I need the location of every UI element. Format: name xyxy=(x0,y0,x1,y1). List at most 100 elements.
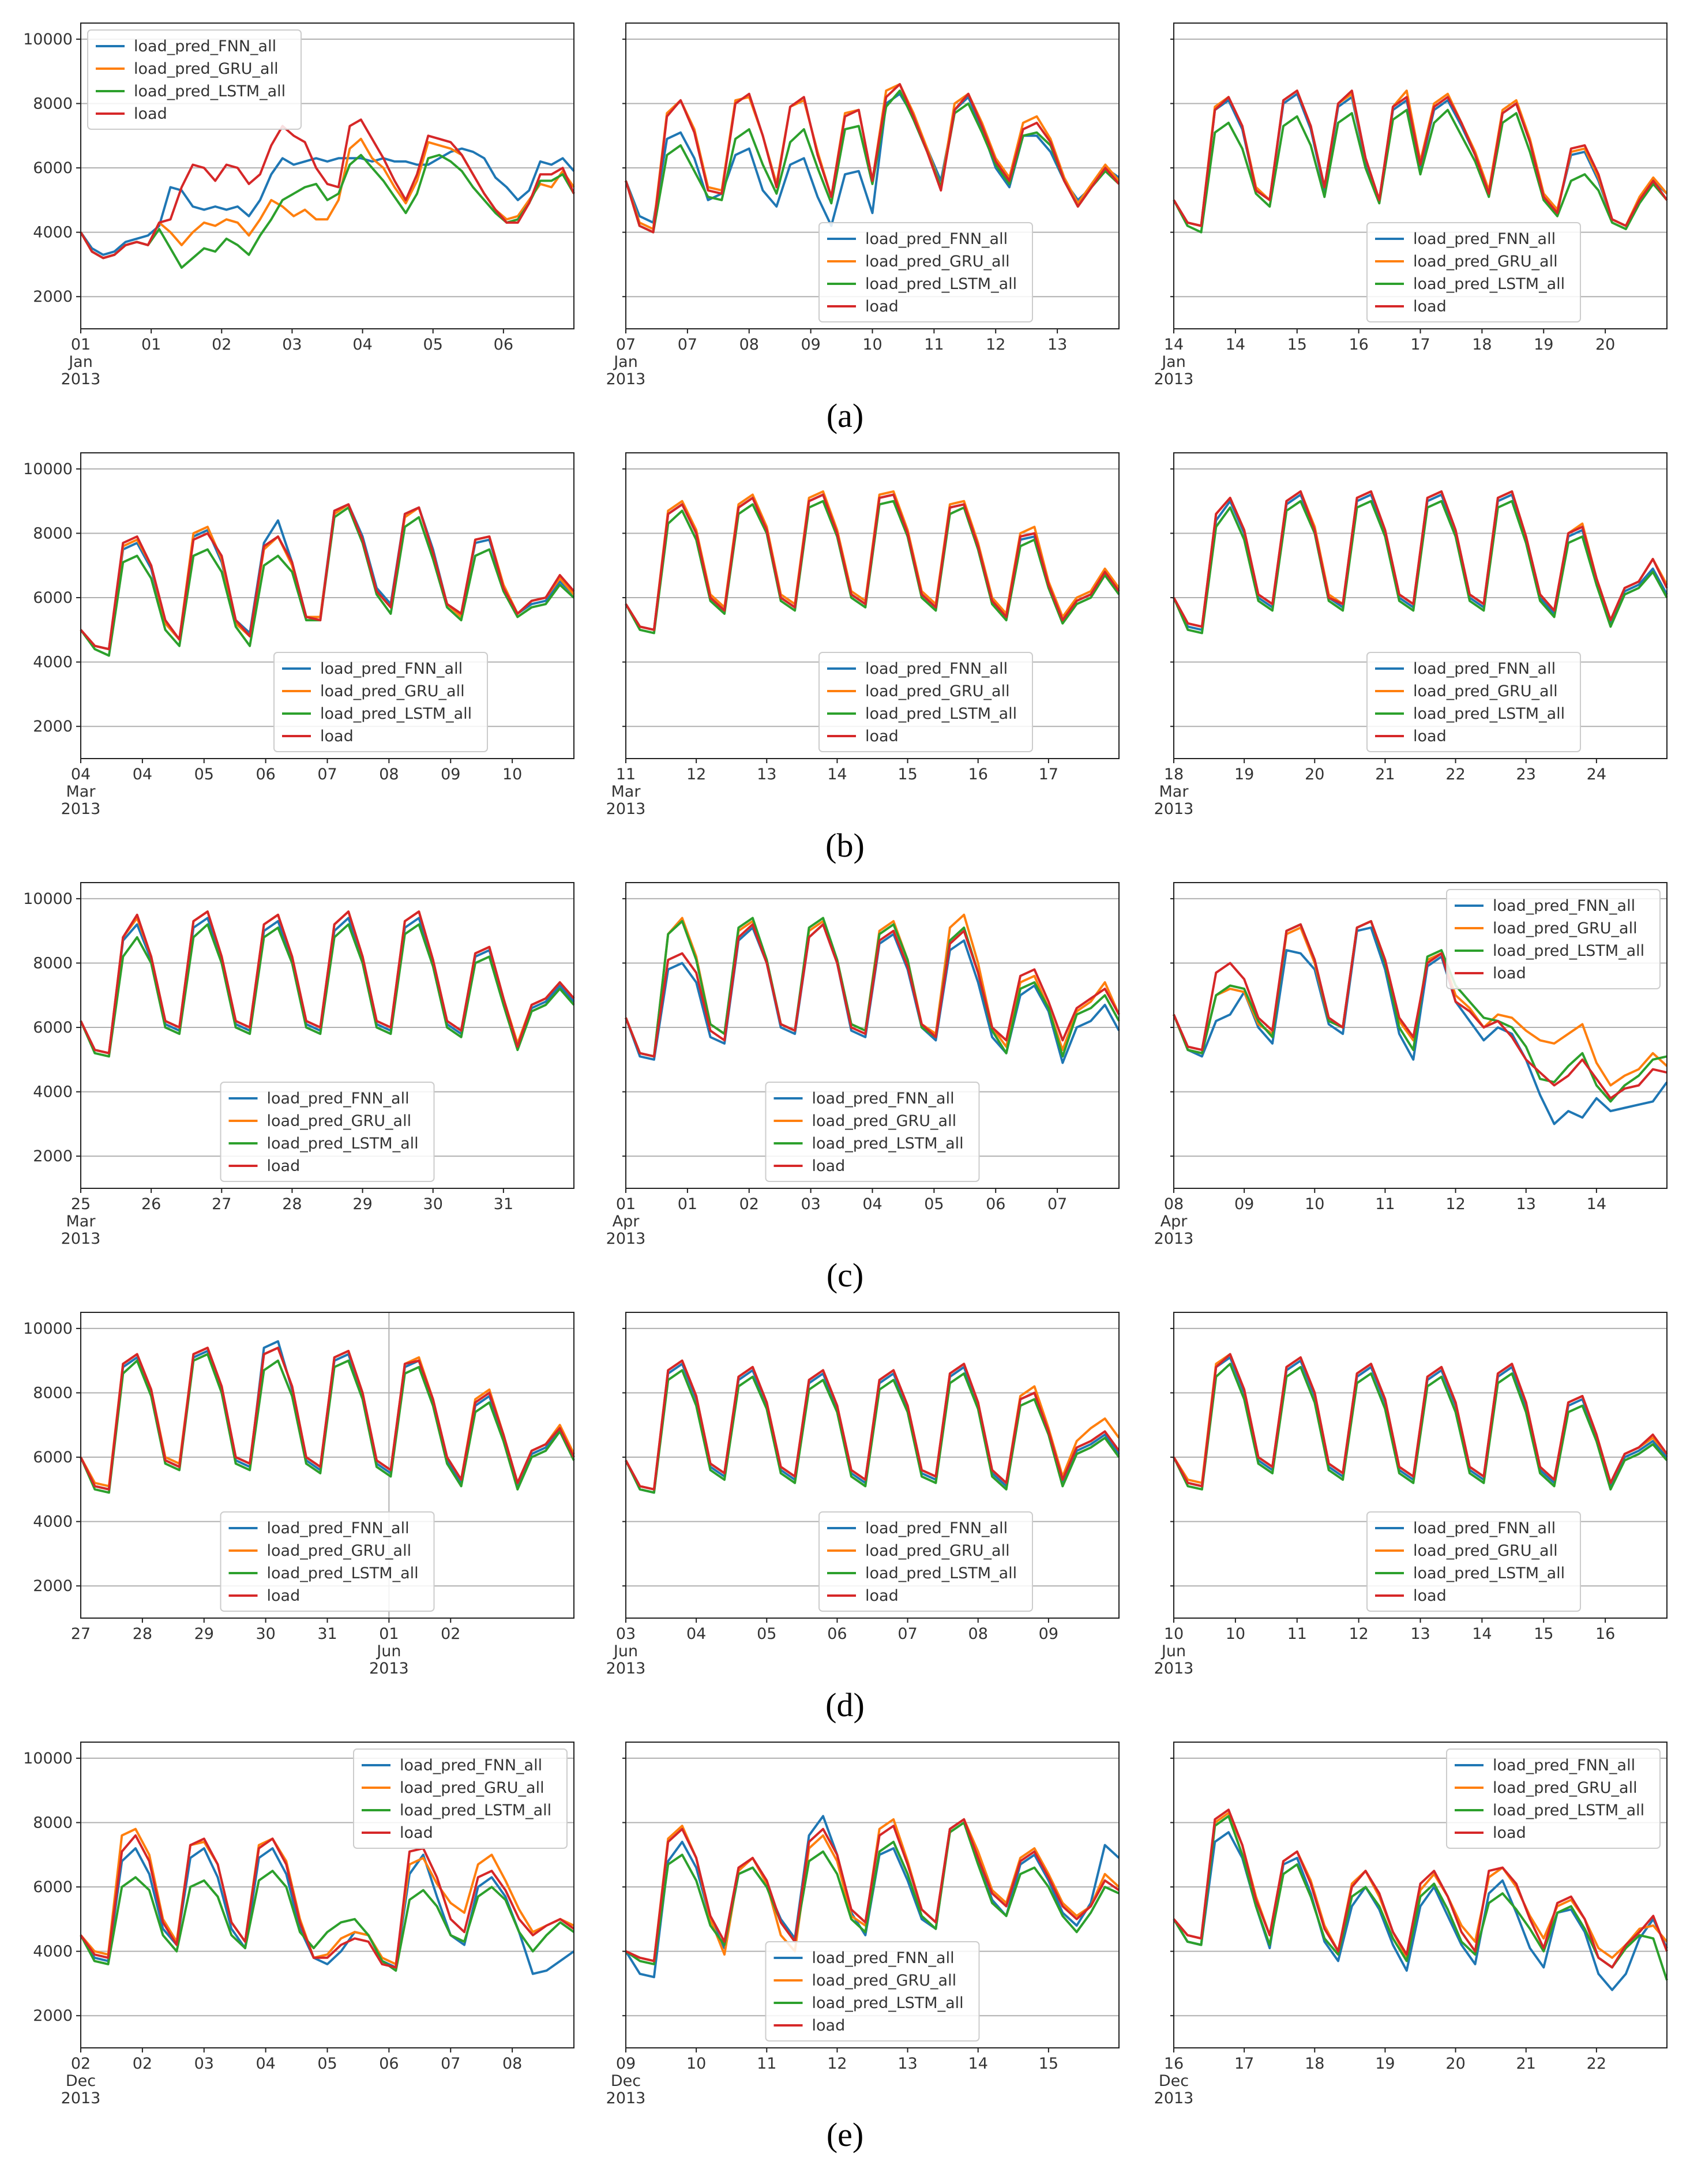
x-tick-label: 21 xyxy=(1516,2055,1536,2073)
x-start-label: 2013 xyxy=(61,2089,101,2107)
legend-label-load_pred_FNN_all: load_pred_FNN_all xyxy=(1493,1757,1635,1774)
x-tick-label: 30 xyxy=(256,1625,275,1643)
legend-label-load: load xyxy=(1413,298,1447,316)
x-tick-label: 08 xyxy=(502,2055,522,2073)
series-line-load_pred_LSTM_all xyxy=(1173,108,1668,234)
x-tick-label: 17 xyxy=(1410,336,1430,354)
legend: load_pred_FNN_all load_pred_GRU_all load_p… xyxy=(818,1511,1033,1612)
legend-label-load_pred_GRU_all: load_pred_GRU_all xyxy=(267,1112,412,1130)
x-tick-label: 12 xyxy=(827,2055,847,2073)
x-start-label: 2013 xyxy=(369,1660,409,1678)
series-line-load xyxy=(625,1818,1120,1962)
x-tick-label: 06 xyxy=(986,1195,1005,1213)
series-line-load xyxy=(80,503,575,651)
x-start-label: 11 xyxy=(616,765,636,783)
series-line-load_pred_LSTM_all xyxy=(1173,1815,1668,1981)
x-tick-label: 14 xyxy=(1472,1625,1492,1643)
plot-frame xyxy=(80,882,574,1189)
legend-box xyxy=(1366,222,1581,322)
y-tick-label: 6000 xyxy=(33,589,73,607)
x-tick-label: 06 xyxy=(827,1625,847,1643)
legend-box xyxy=(1366,652,1581,752)
legend-box xyxy=(818,222,1033,322)
y-tick-label: 8000 xyxy=(33,524,73,542)
legend: load_pred_FNN_all load_pred_GRU_all load_p… xyxy=(765,1082,980,1182)
x-tick-label: 24 xyxy=(1587,765,1606,783)
x-start-label: 2013 xyxy=(606,1660,646,1678)
x-tick-label: 09 xyxy=(441,765,460,783)
x-tick-label: 04 xyxy=(133,765,152,783)
x-tick-label: 02 xyxy=(441,1625,460,1643)
x-start-label: 02 xyxy=(71,2055,91,2073)
series-line-load xyxy=(625,83,1120,234)
caption-d: (d) xyxy=(825,1686,865,1724)
legend-label-load_pred_LSTM_all: load_pred_LSTM_all xyxy=(812,1135,964,1153)
legend-label-load_pred_LSTM_all: load_pred_LSTM_all xyxy=(1413,705,1565,723)
y-tick-label: 6000 xyxy=(33,1449,73,1466)
series-line-load xyxy=(80,118,575,260)
x-start-label: 01 xyxy=(616,1195,636,1213)
x-tick-label: 31 xyxy=(317,1625,337,1643)
legend-label-load_pred_LSTM_all: load_pred_LSTM_all xyxy=(400,1802,551,1819)
legend-label-load_pred_FNN_all: load_pred_FNN_all xyxy=(134,37,276,55)
x-tick-label: 04 xyxy=(256,2055,275,2073)
legend-label-load_pred_FNN_all: load_pred_FNN_all xyxy=(1413,660,1556,678)
legend-label-load: load xyxy=(134,105,167,123)
x-tick-label: 01 xyxy=(141,336,161,354)
legend-label-load_pred_LSTM_all: load_pred_LSTM_all xyxy=(267,1135,419,1153)
legend-box xyxy=(765,1941,980,2042)
x-start-label: Mar xyxy=(611,783,641,801)
x-tick-label: 11 xyxy=(1287,1625,1307,1643)
x-start-label: 07 xyxy=(616,336,636,354)
series-line-load xyxy=(1173,1353,1668,1488)
x-start-label: 01 xyxy=(71,336,91,354)
y-tick-label: 4000 xyxy=(33,1513,73,1531)
legend: load_pred_FNN_all load_pred_GRU_all load_p… xyxy=(87,29,302,130)
x-tick-label: 31 xyxy=(494,1195,513,1213)
x-start-label: 2013 xyxy=(1154,370,1194,388)
x-start-label: 2013 xyxy=(606,1230,646,1248)
plot-frame xyxy=(1173,452,1668,759)
x-tick-label: 14 xyxy=(1226,336,1245,354)
legend: load_pred_FNN_all load_pred_GRU_all load_p… xyxy=(220,1082,435,1182)
x-tick-label: 06 xyxy=(256,765,275,783)
y-tick-label: 10000 xyxy=(23,1320,73,1338)
legend-label-load_pred_GRU_all: load_pred_GRU_all xyxy=(320,682,465,700)
x-tick-label: 19 xyxy=(1534,336,1553,354)
legend-box xyxy=(220,1082,435,1182)
x-start-label: 03 xyxy=(616,1625,636,1643)
legend-label-load_pred_GRU_all: load_pred_GRU_all xyxy=(1493,920,1638,937)
legend-label-load: load xyxy=(1413,1587,1447,1605)
legend-label-load_pred_FNN_all: load_pred_FNN_all xyxy=(1493,897,1635,915)
x-tick-label: 23 xyxy=(1516,765,1536,783)
x-tick-label: 12 xyxy=(1445,1195,1465,1213)
caption-b: (b) xyxy=(825,827,865,864)
legend: load_pred_FNN_all load_pred_GRU_all load_p… xyxy=(818,222,1033,322)
x-start-label: 2013 xyxy=(1154,2089,1194,2107)
series-line-load_pred_LSTM_all xyxy=(80,1870,575,1972)
legend-box xyxy=(1366,1511,1581,1612)
x-start-label: 08 xyxy=(1164,1195,1184,1213)
x-tick-label: 22 xyxy=(1587,2055,1606,2073)
x-start-label: Mar xyxy=(1159,783,1189,801)
legend-label-load_pred_LSTM_all: load_pred_LSTM_all xyxy=(1413,275,1565,293)
x-tick-label: 17 xyxy=(1039,765,1058,783)
x-tick-label: 18 xyxy=(1472,336,1492,354)
x-tick-label: 17 xyxy=(1234,2055,1254,2073)
x-start-label: Jun xyxy=(375,1642,401,1660)
chart-d-1: 2000 4000 6000 8000 10000 27 28 29 30 31 01Jun2013… xyxy=(23,1312,575,1678)
x-tick-label: 14 xyxy=(968,2055,988,2073)
x-tick-label: 05 xyxy=(317,2055,337,2073)
legend-label-load_pred_LSTM_all: load_pred_LSTM_all xyxy=(134,82,286,100)
x-tick-label: 13 xyxy=(1410,1625,1430,1643)
legend-label-load_pred_GRU_all: load_pred_GRU_all xyxy=(865,682,1010,700)
legend-label-load_pred_FNN_all: load_pred_FNN_all xyxy=(812,1090,955,1108)
x-tick-label: 29 xyxy=(352,1195,372,1213)
x-tick-label: 07 xyxy=(1047,1195,1067,1213)
legend-label-load_pred_FNN_all: load_pred_FNN_all xyxy=(1413,230,1556,248)
legend-label-load_pred_LSTM_all: load_pred_LSTM_all xyxy=(1493,942,1644,960)
